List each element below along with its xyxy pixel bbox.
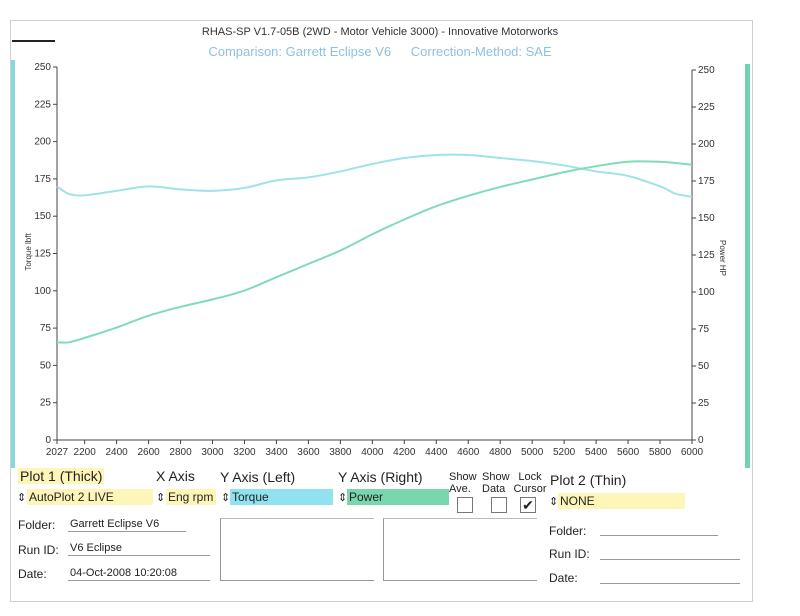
yright-sort-icon[interactable]: ⇕ (338, 492, 348, 504)
y-left-tick-group: 0 25 50 75 100 125 150 175 200 225 250 (34, 62, 57, 446)
x-tick-label: 6000 (681, 447, 704, 458)
folder-label-left: Folder: (18, 518, 56, 532)
y-right-tick-label: 225 (698, 102, 715, 113)
runid-label-left: Run ID: (18, 543, 59, 557)
x-tick-label: 4600 (457, 447, 480, 458)
plot2-label: Plot 2 (Thin) (550, 472, 627, 488)
plot2-sort-icon[interactable]: ⇕ (549, 496, 559, 508)
show-data-checkbox[interactable] (491, 497, 507, 513)
lock-cursor-checkbox[interactable]: ✔ (520, 497, 536, 513)
y-right-tick-label: 150 (698, 213, 715, 224)
x-tick-label: 4800 (489, 447, 512, 458)
xaxis-sort-icon[interactable]: ⇕ (156, 492, 166, 504)
yright-select[interactable]: Power (347, 489, 449, 505)
y-left-tick-label: 25 (40, 398, 52, 409)
x-tick-label: 5600 (617, 447, 640, 458)
chart-subtitle: Comparison: Garrett Eclipse V6 Correctio… (0, 44, 760, 59)
checkmark-icon: ✔ (522, 497, 534, 513)
y-right-tick-label: 0 (698, 435, 704, 446)
left-data-box (220, 518, 374, 581)
x-tick-label: 4200 (393, 447, 416, 458)
folder-label-right: Folder: (549, 524, 587, 538)
x-tick-label: 5400 (585, 447, 608, 458)
top-left-mark (12, 40, 55, 42)
x-tick-label: 3200 (233, 447, 256, 458)
dyno-chart[interactable]: 2027 2200 2400 2600 2800 3000 3200 3400 3600 3800… (0, 0, 800, 470)
x-tick-label: 2600 (137, 447, 160, 458)
y-right-tick-label: 250 (698, 65, 715, 76)
yleft-select[interactable]: Torque (230, 489, 333, 505)
y-right-axis-label: Power HP (718, 240, 727, 276)
x-tick-label: 5800 (649, 447, 672, 458)
x-tick-label: 2800 (169, 447, 192, 458)
x-tick-label: 5000 (521, 447, 544, 458)
right-axis-color-bar (745, 64, 750, 468)
y-left-tick-label: 225 (34, 99, 51, 110)
y-left-tick-label: 175 (34, 174, 51, 185)
chart-title: RHAS-SP V1.7-05B (2WD - Motor Vehicle 30… (201, 26, 559, 38)
xaxis-label: X Axis (156, 468, 195, 484)
x-tick-label: 2200 (74, 447, 97, 458)
x-tick-label: 2027 (46, 447, 69, 458)
series-group (56, 153, 693, 344)
date-value-right[interactable] (600, 569, 740, 584)
x-tick-label: 5200 (553, 447, 576, 458)
y-right-tick-label: 25 (698, 398, 710, 409)
window-frame (10, 20, 753, 602)
y-left-tick-label: 100 (34, 286, 51, 297)
folder-value-left[interactable]: Garrett Eclipse V6 (68, 517, 186, 532)
left-axis-color-bar (11, 60, 15, 468)
lock-cursor-label: Lock Cursor (513, 471, 547, 495)
folder-value-right[interactable] (600, 521, 718, 536)
x-tick-group: 2027 2200 2400 2600 2800 3000 3200 3400 3600 3800… (46, 440, 704, 458)
show-data-label: Show Data (482, 471, 510, 495)
y-left-tick-label: 200 (34, 137, 51, 148)
date-label-right: Date: (549, 571, 578, 585)
x-tick-label: 4000 (361, 447, 384, 458)
xaxis-select[interactable]: Eng rpm (166, 489, 216, 505)
date-value-left[interactable]: 04-Oct-2008 10:20:08 (68, 566, 210, 581)
y-right-tick-label: 200 (698, 139, 715, 150)
y-right-tick-label: 50 (698, 361, 710, 372)
show-ave-checkbox[interactable] (457, 497, 473, 513)
y-left-axis-label: Torque lbft (24, 233, 33, 271)
y-right-tick-group: 0 25 50 75 100 125 150 175 200 225 250 (692, 65, 715, 446)
x-tick-label: 3000 (201, 447, 224, 458)
y-left-tick-label: 75 (40, 323, 52, 334)
y-left-tick-label: 250 (34, 62, 51, 73)
plot1-label: Plot 1 (Thick) (18, 468, 105, 484)
x-tick-label: 2400 (105, 447, 128, 458)
y-left-tick-label: 125 (34, 249, 51, 260)
y-left-tick-label: 0 (45, 435, 51, 446)
y-left-tick-label: 50 (40, 360, 52, 371)
y-right-tick-label: 175 (698, 176, 715, 187)
comparison-label: Comparison: Garrett Eclipse V6 (208, 44, 392, 59)
runid-label-right: Run ID: (549, 547, 590, 561)
y-right-tick-label: 100 (698, 287, 715, 298)
correction-label: Correction-Method: SAE (410, 44, 552, 59)
yleft-label: Y Axis (Left) (220, 469, 296, 485)
runid-value-right[interactable] (600, 545, 740, 560)
torque-series-line (56, 153, 693, 198)
y-left-tick-label: 150 (34, 211, 51, 222)
runid-value-left[interactable]: V6 Eclipse (68, 541, 210, 556)
date-label-left: Date: (18, 567, 47, 581)
plot1-select[interactable]: AutoPlot 2 LIVE (27, 489, 153, 505)
y-right-tick-label: 75 (698, 324, 710, 335)
x-tick-label: 4400 (425, 447, 448, 458)
yleft-sort-icon[interactable]: ⇕ (221, 492, 231, 504)
plot1-sort-icon[interactable]: ⇕ (17, 492, 27, 504)
show-ave-label: Show Ave. (449, 471, 477, 495)
x-tick-label: 3600 (297, 447, 320, 458)
right-data-box (383, 518, 537, 581)
y-right-tick-label: 125 (698, 250, 715, 261)
yright-label: Y Axis (Right) (338, 469, 423, 485)
x-tick-label: 3400 (265, 447, 288, 458)
power-series-line (56, 160, 693, 344)
plot2-select[interactable]: NONE (558, 493, 685, 509)
x-tick-label: 3800 (329, 447, 352, 458)
